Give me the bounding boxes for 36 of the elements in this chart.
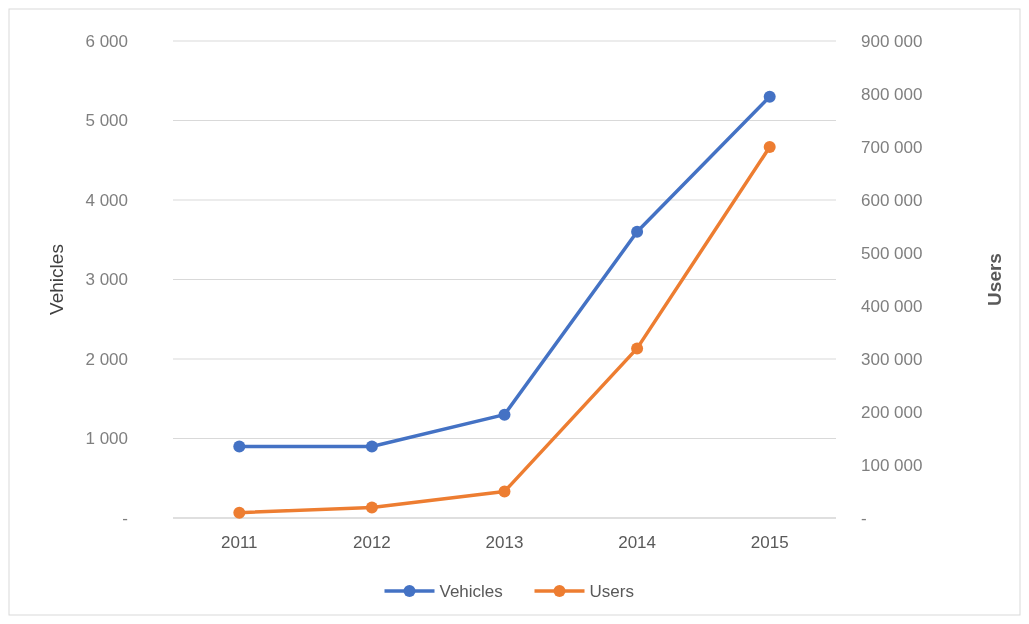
- point: [365, 440, 378, 453]
- point: [631, 342, 644, 355]
- y2-axis-title: Users: [984, 253, 1005, 306]
- y2-tick-label: 100 000: [861, 455, 923, 475]
- y-tick-label: 4 000: [85, 190, 128, 210]
- y2-tick-label: 500 000: [861, 243, 923, 263]
- point: [763, 141, 776, 153]
- x-tick-label: 2011: [221, 533, 258, 552]
- y-tick-label: 6 000: [85, 31, 128, 51]
- x-tick-label: 2015: [750, 533, 789, 552]
- point: [233, 506, 246, 519]
- x-tick-label: 2012: [352, 533, 391, 552]
- y-tick-label: 5 000: [85, 111, 128, 131]
- y-axis-title: Vehicles: [46, 244, 67, 315]
- y2-tick-label: 400 000: [861, 296, 923, 316]
- legend-label: Vehicles: [439, 581, 503, 601]
- point: [763, 90, 776, 103]
- y2-tick-label: 300 000: [861, 349, 923, 369]
- x-tick-label: 2014: [618, 533, 657, 552]
- y2-tick-label: 900 000: [861, 31, 923, 51]
- point: [631, 225, 644, 238]
- point: [498, 485, 511, 498]
- y2-tick-label: 600 000: [861, 190, 923, 210]
- point: [498, 408, 511, 421]
- y2-tick-label: 700 000: [861, 137, 923, 157]
- point: [233, 440, 246, 453]
- y2-tick-label: 200 000: [861, 402, 923, 422]
- y2-tick-label: 800 000: [861, 84, 923, 104]
- point: [365, 501, 378, 514]
- y-tick-label: -: [122, 508, 128, 528]
- x-tick-label: 2013: [485, 533, 524, 552]
- y-tick-label: 3 000: [85, 270, 128, 290]
- y-tick-label: 2 000: [85, 349, 128, 369]
- legend-label: Users: [589, 581, 634, 601]
- y-tick-label: 1 000: [85, 429, 128, 449]
- y2-tick-label: -: [861, 508, 867, 528]
